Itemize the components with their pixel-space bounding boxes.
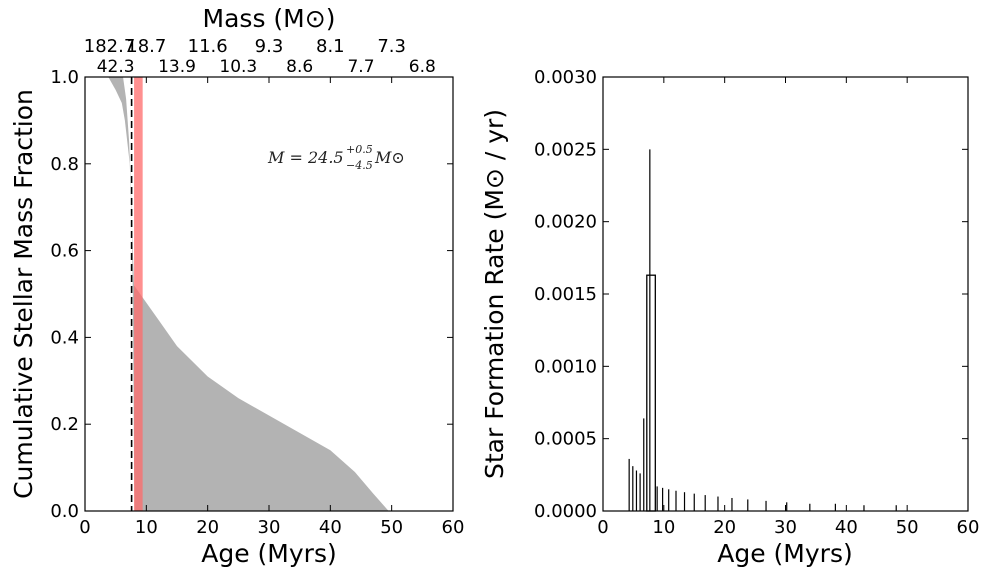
mass-estimate-band [134, 77, 143, 511]
right-x-axis-label: Age (Myrs) [717, 539, 852, 568]
top-tick-label-row1: 11.6 [188, 36, 228, 57]
right-y-ticks: 0.0000 0.0005 0.0010 0.0015 0.0020 0.0025 0.00… [534, 67, 968, 522]
mass-annotation: M = 24.5 +0.5 −4.5 M⊙ [267, 143, 405, 172]
y-tick-label: 0.8 [50, 154, 79, 175]
y-tick-label: 0.2 [50, 414, 79, 435]
annotation-sup: +0.5 [346, 143, 373, 156]
y-tick-label: 0.0 [50, 501, 79, 522]
sfr-bars [628, 149, 897, 512]
x-tick-label: 0 [597, 517, 608, 538]
y-tick-label: 0.0000 [534, 501, 597, 522]
x-tick-label: 40 [319, 517, 342, 538]
top-tick-label-row1: 7.3 [377, 36, 406, 57]
x-tick-label: 60 [957, 517, 980, 538]
left-panel: 0 10 20 30 40 50 60 0.0 0.2 0.4 0.6 0.8 1.0 182.718… [9, 4, 464, 568]
mass-band-rect [134, 77, 143, 511]
top-tick-label-row1: 182.7 [84, 36, 136, 57]
annotation-unit: M⊙ [374, 148, 405, 167]
annotation-value: M = 24.5 [267, 148, 344, 167]
y-tick-label: 0.0025 [534, 139, 597, 160]
y-tick-label: 0.0005 [534, 429, 597, 450]
y-tick-label: 0.6 [50, 241, 79, 262]
annotation-sub: −4.5 [346, 159, 373, 172]
x-tick-label: 10 [652, 517, 675, 538]
x-tick-label: 30 [258, 517, 281, 538]
x-tick-label: 0 [79, 517, 90, 538]
x-tick-label: 20 [713, 517, 736, 538]
x-tick-label: 60 [442, 517, 465, 538]
top-tick-label-row2: 13.9 [158, 57, 196, 77]
y-tick-label: 1.0 [50, 67, 79, 88]
top-tick-label-row2: 7.7 [347, 57, 374, 77]
x-tick-label: 20 [196, 517, 219, 538]
sfr-bar [646, 274, 656, 512]
x-tick-label: 50 [380, 517, 403, 538]
envelope-area [108, 77, 389, 511]
top-tick-label-row2: 8.6 [286, 57, 313, 77]
y-tick-label: 0.4 [50, 327, 79, 348]
x-tick-label: 40 [835, 517, 858, 538]
left-y-axis-label: Cumulative Stellar Mass Fraction [9, 89, 38, 499]
left-top-mass-ticks: 182.718.7 11.6 9.3 8.1 7.3 42.3 13.9 10.3 8.6 7.7… [84, 36, 436, 77]
y-tick-label: 0.0020 [534, 212, 597, 233]
left-y-ticks: 0.0 0.2 0.4 0.6 0.8 1.0 [50, 67, 453, 522]
y-tick-label: 0.0015 [534, 284, 597, 305]
top-axis-label: Mass (M⊙) [203, 4, 336, 33]
top-tick-label-row2: 42.3 [97, 57, 135, 77]
x-tick-label: 50 [896, 517, 919, 538]
y-tick-label: 0.0030 [534, 67, 597, 88]
top-tick-label-row1: 18.7 [126, 36, 166, 57]
left-x-axis-label: Age (Myrs) [201, 539, 336, 568]
top-tick-label-row1: 8.1 [316, 36, 345, 57]
top-tick-label-row2: 10.3 [219, 57, 257, 77]
left-x-ticks: 0 10 20 30 40 50 60 [79, 77, 464, 538]
x-tick-label: 10 [135, 517, 158, 538]
right-x-ticks: 0 10 20 30 40 50 60 [597, 77, 979, 538]
y-tick-label: 0.0010 [534, 356, 597, 377]
top-tick-label-row2: 6.8 [409, 57, 436, 77]
right-plot-frame [602, 76, 969, 512]
right-panel: 0 10 20 30 40 50 60 0.00000.00050.00100.00150.… [480, 67, 979, 568]
right-y-axis-label: Star Formation Rate (M⊙ / yr) [480, 109, 509, 479]
cumulative-mass-envelope [108, 77, 389, 511]
x-tick-label: 30 [774, 517, 797, 538]
top-tick-label-row1: 9.3 [255, 36, 284, 57]
